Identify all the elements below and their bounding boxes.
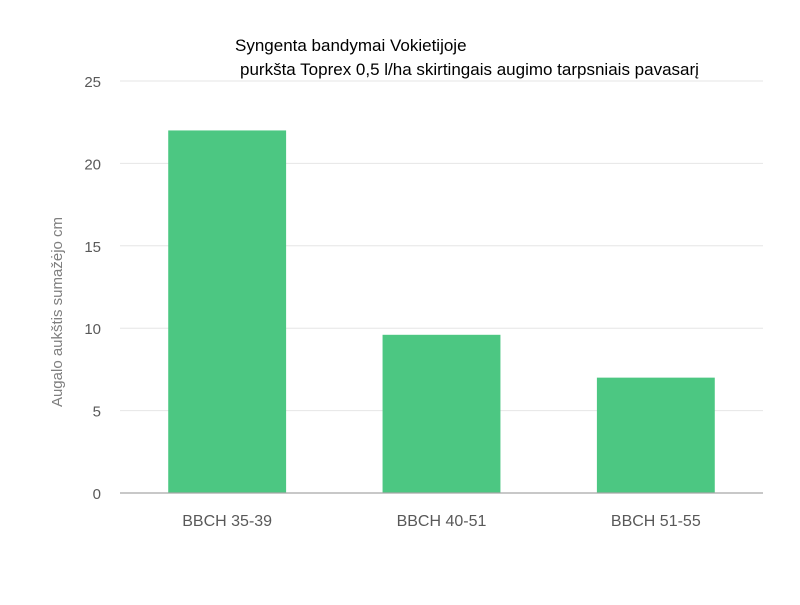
y-tick-label: 5 — [93, 404, 101, 421]
chart-title: Syngenta bandymai Vokietijoje — [235, 36, 467, 55]
y-tick-label: 0 — [93, 486, 101, 503]
x-tick-label: BBCH 40-51 — [397, 513, 487, 530]
y-tick-label: 15 — [84, 239, 101, 256]
chart-subtitle: purkšta Toprex 0,5 l/ha skirtingais augi… — [240, 60, 699, 79]
bar — [168, 130, 287, 493]
y-tick-label: 10 — [84, 321, 101, 338]
x-tick-label: BBCH 35-39 — [182, 513, 272, 530]
y-axis-label: Augalo aukštis sumažėjo cm — [49, 217, 66, 407]
bar — [596, 377, 715, 493]
y-tick-label: 25 — [84, 74, 101, 91]
bar — [382, 334, 501, 493]
y-tick-label: 20 — [84, 156, 101, 173]
x-tick-label: BBCH 51-55 — [611, 513, 701, 530]
